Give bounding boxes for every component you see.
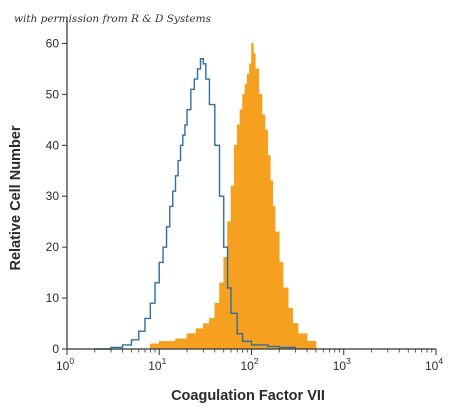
plot-series-group [94,43,317,350]
x-axis-title: Coagulation Factor VII [171,388,325,404]
x-tick-label: 100 [56,356,74,373]
x-tick-exponent: 3 [346,356,351,366]
x-tick-label: 102 [240,356,258,373]
x-tick-label: 101 [148,356,166,373]
x-tick-group: 100 101 102 103 104 [56,349,443,373]
y-tick-label: 50 [46,87,60,101]
y-tick-label: 20 [46,240,60,254]
x-tick-label: 103 [333,356,351,373]
x-tick-exponent: 0 [69,356,74,366]
series-1-filled-histogram [138,43,317,350]
y-tick-label: 30 [46,189,60,203]
x-tick-label: 104 [425,356,443,373]
series-0-outline-histogram [94,58,297,350]
x-tick-exponent: 4 [438,356,443,366]
y-tick-group: 0 10 20 30 40 50 60 [46,36,67,356]
y-tick-label: 60 [46,36,60,50]
y-axis-title: Relative Cell Number [8,125,24,270]
y-tick-label: 40 [46,138,60,152]
x-tick-exponent: 2 [254,356,259,366]
watermark-text: with permission from R & D Systems [14,13,212,25]
y-tick-label: 0 [52,342,59,356]
x-tick-exponent: 1 [162,356,167,366]
y-tick-label: 10 [46,291,60,305]
